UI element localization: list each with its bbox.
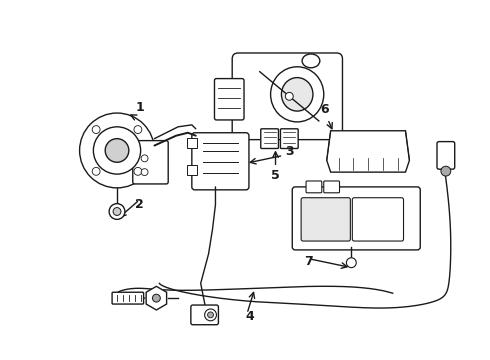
FancyBboxPatch shape bbox=[112, 292, 144, 304]
Circle shape bbox=[141, 169, 148, 176]
FancyBboxPatch shape bbox=[324, 181, 340, 193]
Circle shape bbox=[205, 309, 217, 321]
Polygon shape bbox=[327, 131, 410, 172]
FancyBboxPatch shape bbox=[232, 53, 343, 140]
Text: 4: 4 bbox=[245, 310, 254, 323]
FancyBboxPatch shape bbox=[301, 198, 350, 241]
Circle shape bbox=[105, 139, 129, 162]
FancyBboxPatch shape bbox=[280, 129, 298, 148]
FancyBboxPatch shape bbox=[215, 78, 244, 120]
Circle shape bbox=[94, 127, 141, 174]
Circle shape bbox=[346, 258, 356, 267]
FancyBboxPatch shape bbox=[437, 141, 455, 169]
Circle shape bbox=[113, 208, 121, 215]
Circle shape bbox=[79, 113, 154, 188]
Circle shape bbox=[92, 167, 100, 175]
Text: 2: 2 bbox=[135, 198, 144, 211]
Circle shape bbox=[152, 294, 160, 302]
Text: 7: 7 bbox=[305, 255, 314, 268]
Circle shape bbox=[134, 167, 142, 175]
Bar bbox=[187, 138, 197, 148]
Circle shape bbox=[441, 166, 451, 176]
Ellipse shape bbox=[270, 67, 324, 122]
FancyBboxPatch shape bbox=[133, 141, 168, 184]
Ellipse shape bbox=[302, 54, 320, 68]
Ellipse shape bbox=[281, 78, 313, 111]
Text: 3: 3 bbox=[285, 145, 294, 158]
Bar bbox=[187, 165, 197, 175]
FancyBboxPatch shape bbox=[292, 187, 420, 250]
Circle shape bbox=[208, 312, 214, 318]
FancyBboxPatch shape bbox=[306, 181, 322, 193]
FancyBboxPatch shape bbox=[352, 198, 404, 241]
FancyBboxPatch shape bbox=[261, 129, 278, 148]
Circle shape bbox=[92, 126, 100, 134]
Circle shape bbox=[285, 93, 293, 100]
FancyBboxPatch shape bbox=[191, 305, 219, 325]
Circle shape bbox=[109, 204, 125, 219]
Circle shape bbox=[141, 155, 148, 162]
FancyBboxPatch shape bbox=[192, 133, 249, 190]
Text: 6: 6 bbox=[320, 103, 329, 116]
Text: 1: 1 bbox=[135, 101, 144, 114]
Polygon shape bbox=[146, 286, 167, 310]
Circle shape bbox=[134, 126, 142, 134]
Text: 5: 5 bbox=[271, 168, 280, 181]
